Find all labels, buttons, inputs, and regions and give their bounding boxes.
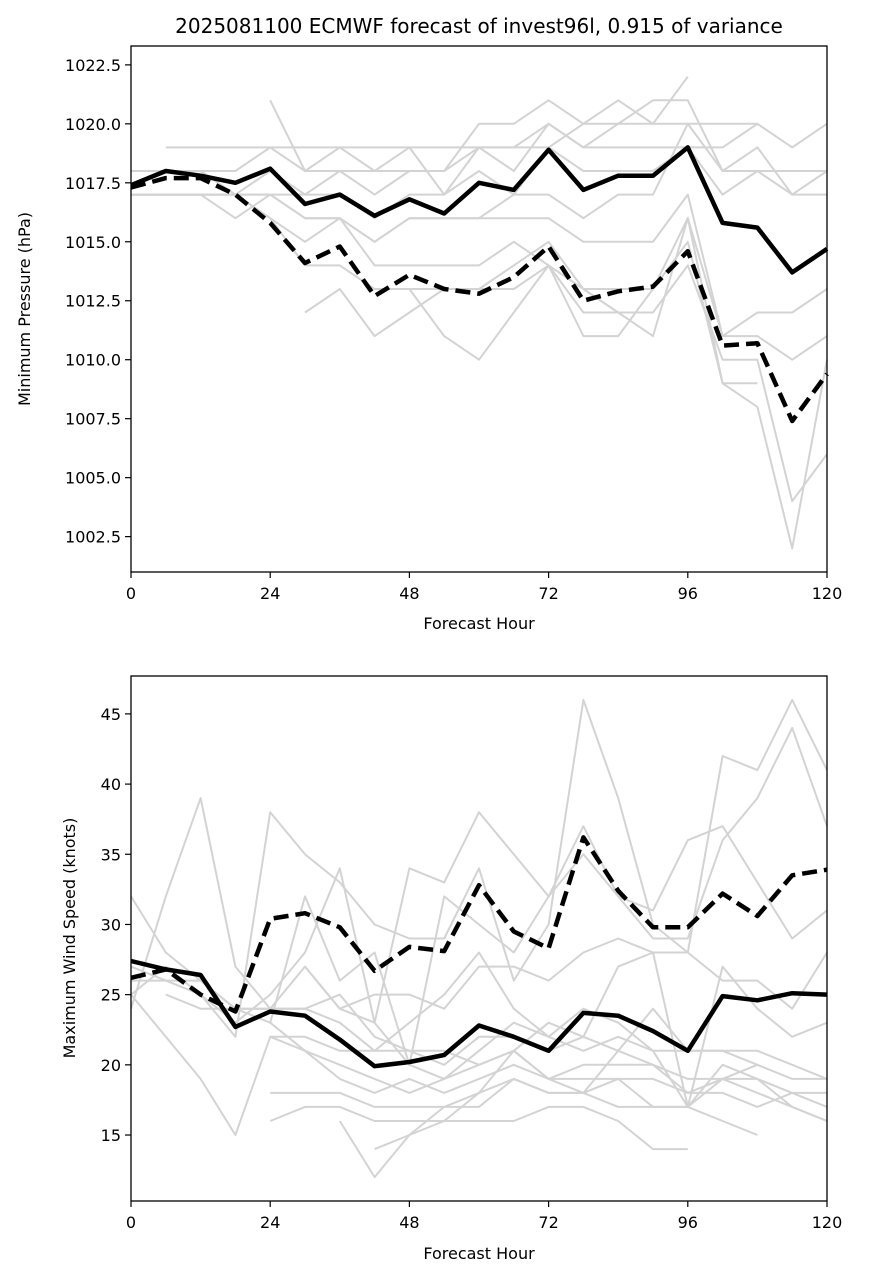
wind-panel: 0 24 48 72 96 120 15 20 25 30 35 40 45 Forecast Hou… (60, 675, 842, 1263)
pressure-y-tick-label: 1005.0 (65, 469, 121, 488)
wind-member-lines (130, 698, 828, 1179)
pressure-x-tick-label: 120 (812, 584, 843, 603)
pressure-summary-lines (130, 145, 829, 424)
pressure-y-tick-label: 1007.5 (65, 410, 121, 429)
pressure-x-ticks: 0 24 48 72 96 120 (126, 572, 842, 603)
wind-x-tick-label: 24 (260, 1213, 280, 1232)
wind-y-tick-label: 30 (101, 915, 121, 934)
wind-summary-lines (130, 835, 828, 1069)
wind-y-tick-label: 25 (101, 986, 121, 1005)
pressure-y-tick-label: 1002.5 (65, 528, 121, 547)
pressure-y-tick-label: 1012.5 (65, 292, 121, 311)
wind-member-line-9 (269, 1021, 828, 1108)
pressure-y-ticks: 1002.5 1005.0 1007.5 1010.0 1012.5 1015.0 1017… (65, 56, 131, 547)
pressure-x-tick-label: 0 (126, 584, 136, 603)
wind-member-line-14 (374, 1049, 758, 1151)
wind-member-line-12 (269, 1105, 688, 1151)
wind-x-axis-label: Forecast Hour (423, 1244, 535, 1263)
figure-title: 2025081100 ECMWF forecast of invest96l, … (175, 14, 783, 38)
wind-x-tick-label: 48 (399, 1213, 419, 1232)
pressure-y-tick-label: 1020.0 (65, 115, 121, 134)
pressure-axes-frame (130, 45, 828, 573)
pressure-y-tick-label: 1017.5 (65, 174, 121, 193)
pressure-member-line-10 (304, 217, 828, 550)
wind-y-axis-label: Maximum Wind Speed (knots) (60, 818, 79, 1059)
pressure-mean-line (130, 145, 829, 275)
wind-x-tick-label: 72 (538, 1213, 558, 1232)
wind-member-line-8 (304, 965, 827, 1080)
wind-member-line-4 (130, 726, 828, 1024)
wind-y-tick-label: 40 (101, 775, 121, 794)
wind-y-tick-label: 45 (101, 705, 121, 724)
pressure-panel: 0 24 48 72 96 120 1002.5 1005.0 1007.5 1010.0 101… (15, 45, 842, 633)
pressure-member-line-1 (165, 122, 758, 149)
pressure-x-tick-label: 96 (678, 584, 698, 603)
wind-y-tick-label: 15 (101, 1126, 121, 1145)
wind-y-tick-label: 35 (101, 845, 121, 864)
pressure-member-line-7 (131, 193, 828, 338)
pressure-x-tick-label: 72 (538, 584, 558, 603)
wind-median-line (130, 835, 828, 1014)
wind-y-tick-label: 20 (101, 1056, 121, 1075)
wind-y-ticks: 15 20 25 30 35 40 45 (101, 705, 131, 1145)
pressure-y-axis-label: Minimum Pressure (hPa) (15, 212, 34, 406)
wind-x-tick-label: 120 (812, 1213, 843, 1232)
wind-axes-frame (130, 675, 828, 1202)
wind-mean-line (130, 958, 828, 1069)
pressure-member-line-4 (131, 122, 828, 196)
wind-member-line-1 (130, 797, 828, 1122)
pressure-x-tick-label: 24 (260, 584, 280, 603)
wind-x-ticks: 0 24 48 72 96 120 (126, 1201, 842, 1232)
pressure-member-line-11 (374, 240, 758, 385)
wind-x-tick-label: 0 (126, 1213, 136, 1232)
pressure-y-tick-label: 1010.0 (65, 351, 121, 370)
pressure-y-tick-label: 1015.0 (65, 233, 121, 252)
pressure-x-axis-label: Forecast Hour (423, 614, 535, 633)
pressure-y-tick-label: 1022.5 (65, 56, 121, 75)
wind-member-line-2 (130, 698, 828, 1038)
wind-x-tick-label: 96 (678, 1213, 698, 1232)
wind-member-line-10 (269, 1035, 827, 1108)
pressure-member-lines (131, 76, 828, 550)
pressure-median-line (130, 175, 829, 424)
pressure-member-line-9 (131, 193, 828, 503)
pressure-x-tick-label: 48 (399, 584, 419, 603)
